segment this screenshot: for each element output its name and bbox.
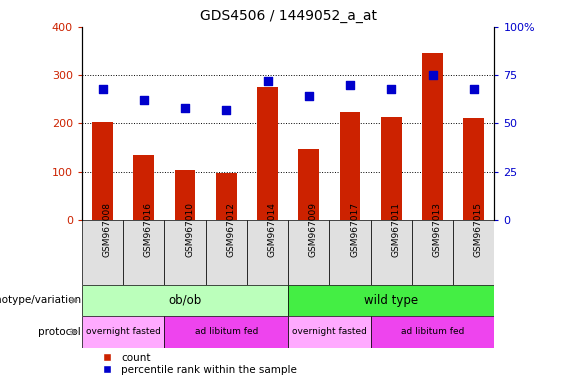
Text: GSM967012: GSM967012 bbox=[226, 202, 235, 257]
Bar bbox=[381, 117, 402, 220]
Bar bbox=[133, 155, 154, 220]
Bar bbox=[288, 285, 494, 316]
Bar bbox=[371, 316, 494, 348]
Bar bbox=[206, 220, 247, 285]
Bar bbox=[412, 220, 453, 285]
Text: protocol: protocol bbox=[38, 327, 81, 337]
Bar bbox=[92, 122, 113, 220]
Text: GSM967008: GSM967008 bbox=[103, 202, 111, 257]
Bar bbox=[298, 149, 319, 220]
Text: overnight fasted: overnight fasted bbox=[86, 327, 160, 336]
Text: ob/ob: ob/ob bbox=[168, 294, 202, 307]
Bar bbox=[164, 220, 206, 285]
Text: GSM967013: GSM967013 bbox=[433, 202, 441, 257]
Point bbox=[139, 97, 148, 103]
Bar bbox=[164, 316, 288, 348]
Text: overnight fasted: overnight fasted bbox=[292, 327, 367, 336]
Point bbox=[98, 86, 107, 92]
Bar bbox=[288, 220, 329, 285]
Point bbox=[305, 93, 314, 99]
Bar bbox=[82, 285, 288, 316]
Bar bbox=[371, 220, 412, 285]
Bar bbox=[453, 220, 494, 285]
Bar bbox=[463, 118, 484, 220]
Text: ad libitum fed: ad libitum fed bbox=[401, 327, 464, 336]
Text: GSM967016: GSM967016 bbox=[144, 202, 153, 257]
Bar bbox=[329, 220, 371, 285]
Point bbox=[221, 107, 231, 113]
Text: GSM967015: GSM967015 bbox=[474, 202, 483, 257]
Text: GSM967009: GSM967009 bbox=[309, 202, 318, 257]
Bar bbox=[288, 316, 371, 348]
Text: GSM967010: GSM967010 bbox=[185, 202, 194, 257]
Point bbox=[346, 82, 355, 88]
Point bbox=[428, 72, 437, 78]
Text: wild type: wild type bbox=[364, 294, 418, 307]
Text: GSM967014: GSM967014 bbox=[268, 202, 276, 257]
Text: GSM967011: GSM967011 bbox=[392, 202, 400, 257]
Text: GSM967017: GSM967017 bbox=[350, 202, 359, 257]
Point bbox=[181, 105, 190, 111]
Bar bbox=[82, 316, 164, 348]
Legend: count, percentile rank within the sample: count, percentile rank within the sample bbox=[93, 348, 301, 379]
Bar bbox=[216, 173, 237, 220]
Bar bbox=[123, 220, 164, 285]
Text: ad libitum fed: ad libitum fed bbox=[194, 327, 258, 336]
Point bbox=[470, 86, 479, 92]
Bar bbox=[340, 112, 360, 220]
Bar bbox=[175, 170, 195, 220]
Text: genotype/variation: genotype/variation bbox=[0, 295, 81, 305]
Bar bbox=[422, 53, 443, 220]
Bar bbox=[82, 220, 123, 285]
Point bbox=[263, 78, 272, 84]
Bar bbox=[247, 220, 288, 285]
Title: GDS4506 / 1449052_a_at: GDS4506 / 1449052_a_at bbox=[199, 9, 377, 23]
Bar bbox=[257, 87, 278, 220]
Point bbox=[387, 86, 396, 92]
